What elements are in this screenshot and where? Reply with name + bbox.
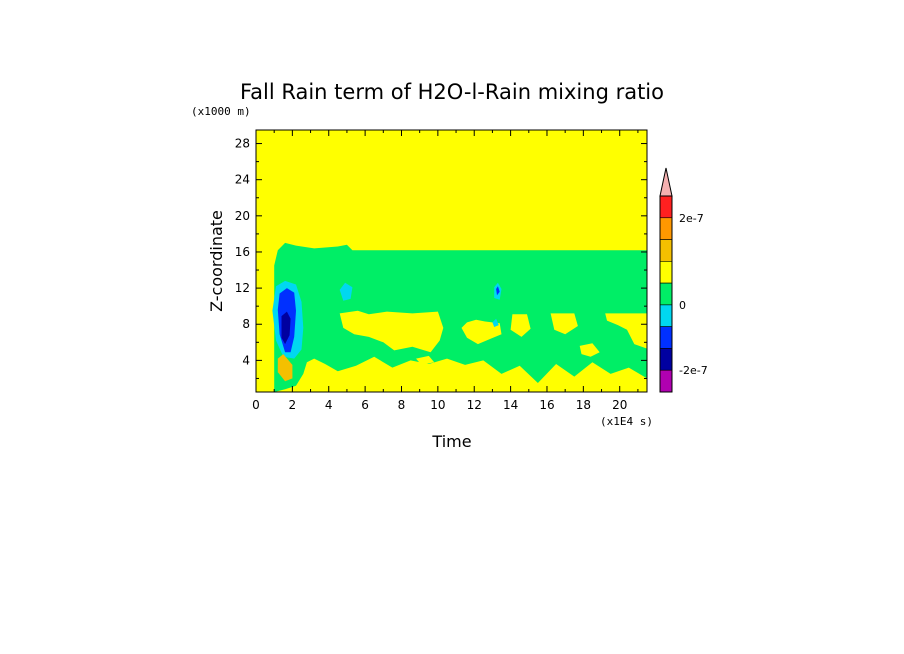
plot-frame (255, 129, 648, 393)
y-tick-label: 24 (235, 173, 250, 187)
colorbar-swatch (659, 195, 673, 219)
colorbar-frame (659, 195, 673, 393)
contour-region-2 (461, 319, 502, 345)
y-tick-label: 4 (242, 353, 250, 367)
colorbar-swatch (659, 261, 673, 284)
contour-region-11 (339, 282, 353, 301)
colorbar-swatch (659, 369, 673, 393)
y-tick-label: 20 (235, 209, 250, 223)
y-tick-label: 12 (235, 281, 250, 295)
y-tick-label: 28 (235, 137, 250, 151)
x-tick-label: 0 (252, 398, 260, 412)
contour-regions (272, 242, 647, 392)
contour-region-13 (496, 286, 500, 296)
colorbar-tick-label: -2e-7 (679, 364, 708, 377)
plot-area (255, 129, 648, 393)
colorbar-swatch (659, 304, 673, 327)
contour-region-5 (605, 313, 647, 349)
x-axis-unit: (x1E4 s) (600, 415, 653, 428)
contour-region-10 (281, 311, 291, 345)
x-axis-label: Time (431, 432, 471, 451)
chart-title: Fall Rain term of H2O-l-Rain mixing rati… (240, 80, 664, 104)
colorbar-tick-label: 0 (679, 299, 686, 312)
colorbar-tick-label: 2e-7 (679, 212, 704, 225)
colorbar-swatch (659, 348, 673, 371)
x-tick-label: 18 (576, 398, 591, 412)
contour-region-3 (510, 314, 531, 337)
x-tick-label: 16 (539, 398, 554, 412)
colorbar-swatch (659, 217, 673, 240)
y-axis-ticks: 4 8 12 16 20 24 28 (235, 137, 647, 379)
contour-region-15 (277, 354, 293, 382)
colorbar-swatch (659, 326, 673, 349)
y-axis-unit: (x1000 m) (191, 105, 251, 118)
colorbar-overflow-arrow (659, 167, 673, 197)
y-tick-label: 16 (235, 245, 250, 259)
contour-region-14 (492, 318, 499, 327)
x-tick-label: 10 (430, 398, 445, 412)
contour-region-0 (274, 242, 647, 392)
colorbar-swatch (659, 239, 673, 262)
x-tick-label: 12 (467, 398, 482, 412)
x-axis-ticks: 0 2 4 6 8 10 12 14 16 18 20 (252, 130, 639, 412)
contour-region-7 (416, 355, 435, 365)
contour-region-6 (579, 343, 600, 357)
x-tick-label: 8 (398, 398, 406, 412)
x-tick-label: 6 (361, 398, 369, 412)
contour-region-4 (550, 313, 578, 335)
x-tick-label: 14 (503, 398, 518, 412)
x-tick-label: 20 (612, 398, 627, 412)
y-axis-label: Z-coordinate (207, 210, 226, 312)
contour-region-1 (339, 310, 444, 353)
y-tick-label: 8 (242, 317, 250, 331)
colorbar: 2e-7 0 -2e-7 (659, 167, 708, 393)
colorbar-swatch (659, 282, 673, 306)
x-tick-label: 2 (289, 398, 297, 412)
x-tick-label: 4 (325, 398, 333, 412)
